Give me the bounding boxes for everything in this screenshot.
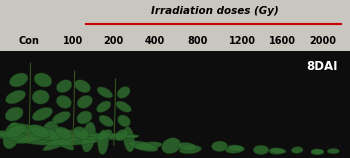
Ellipse shape (311, 149, 324, 155)
Ellipse shape (291, 147, 303, 153)
Ellipse shape (99, 115, 113, 127)
Ellipse shape (115, 129, 128, 141)
Ellipse shape (135, 142, 162, 150)
Ellipse shape (253, 145, 269, 155)
Ellipse shape (118, 115, 130, 127)
Text: 100: 100 (63, 36, 83, 46)
Ellipse shape (123, 127, 134, 152)
Text: Irradiation doses (Gy): Irradiation doses (Gy) (151, 6, 279, 16)
Ellipse shape (311, 149, 324, 154)
Text: 200: 200 (104, 36, 124, 46)
Ellipse shape (56, 80, 72, 93)
Ellipse shape (96, 130, 112, 141)
Text: 8DAI: 8DAI (306, 60, 338, 73)
Ellipse shape (228, 145, 244, 152)
Ellipse shape (116, 101, 131, 112)
Ellipse shape (225, 146, 245, 153)
Ellipse shape (179, 145, 202, 154)
Ellipse shape (88, 133, 138, 139)
Text: 1200: 1200 (229, 36, 256, 46)
Text: 800: 800 (188, 36, 208, 46)
Ellipse shape (270, 148, 286, 154)
Ellipse shape (77, 95, 92, 108)
Text: 2000: 2000 (309, 36, 336, 46)
Text: 400: 400 (145, 36, 165, 46)
Ellipse shape (9, 73, 28, 87)
Ellipse shape (77, 111, 92, 124)
Text: Con: Con (18, 36, 39, 46)
Ellipse shape (128, 141, 158, 152)
Ellipse shape (5, 107, 23, 121)
Ellipse shape (41, 127, 74, 150)
Ellipse shape (3, 122, 21, 149)
Ellipse shape (74, 127, 89, 140)
Ellipse shape (98, 130, 108, 155)
Ellipse shape (162, 138, 181, 154)
Ellipse shape (44, 129, 109, 139)
Ellipse shape (43, 132, 83, 151)
Ellipse shape (86, 134, 139, 140)
Bar (0, 51, 350, 158)
Ellipse shape (34, 73, 52, 87)
Ellipse shape (32, 90, 49, 104)
Ellipse shape (75, 80, 90, 93)
Ellipse shape (52, 111, 70, 124)
Ellipse shape (29, 125, 50, 138)
Ellipse shape (32, 107, 52, 121)
Ellipse shape (6, 90, 26, 104)
Ellipse shape (16, 128, 61, 143)
Ellipse shape (0, 131, 49, 145)
Ellipse shape (327, 148, 339, 154)
Ellipse shape (82, 122, 96, 152)
Ellipse shape (6, 125, 26, 138)
Ellipse shape (97, 87, 113, 98)
Ellipse shape (97, 101, 111, 112)
Ellipse shape (0, 127, 48, 138)
Ellipse shape (212, 141, 228, 152)
Ellipse shape (117, 87, 130, 98)
Ellipse shape (56, 95, 71, 108)
Text: 1600: 1600 (269, 36, 296, 46)
Ellipse shape (45, 137, 107, 146)
Ellipse shape (178, 143, 197, 150)
Ellipse shape (41, 121, 59, 146)
Ellipse shape (10, 123, 65, 142)
Ellipse shape (55, 127, 72, 139)
Ellipse shape (269, 148, 283, 154)
